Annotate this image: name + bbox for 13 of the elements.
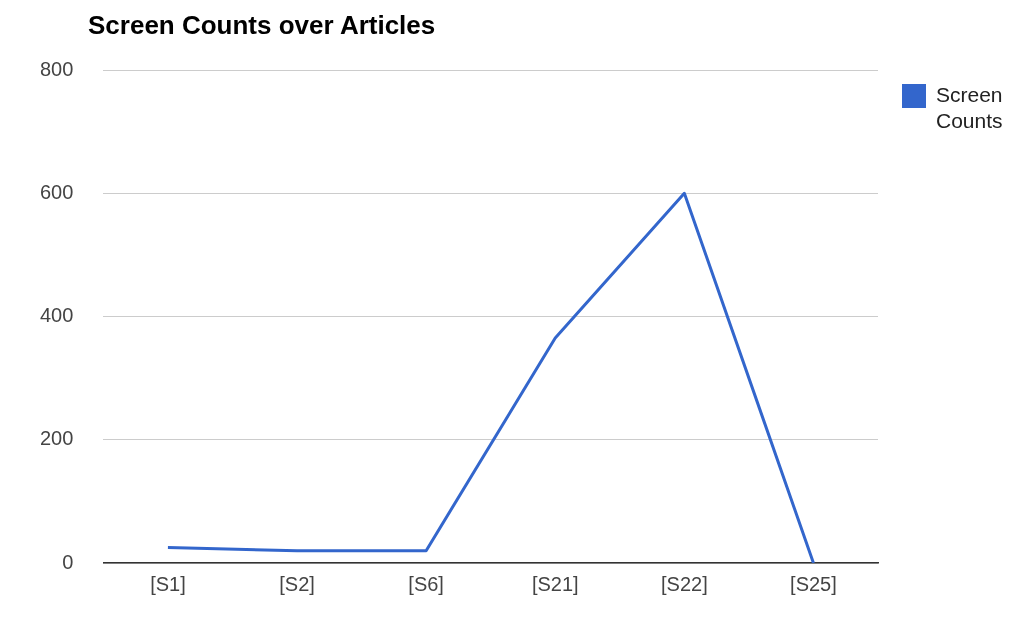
x-tick-label: [S22]: [660, 572, 708, 595]
x-tick-label: [S2]: [279, 572, 315, 595]
x-tick-label: [S25]: [790, 572, 837, 595]
chart-title: Screen Counts over Articles: [88, 10, 436, 41]
y-tick-label: 600: [39, 180, 74, 203]
x-tick-label: [S21]: [531, 572, 579, 595]
x-tick-label: [S6]: [408, 572, 444, 595]
y-tick-label: 0: [62, 550, 74, 573]
legend-label: Screen Counts: [936, 82, 1004, 135]
y-tick-label: 800: [39, 57, 74, 80]
y-tick-label: 200: [39, 427, 74, 450]
y-tick-label: 400: [39, 304, 74, 327]
x-tick-label: [S1]: [150, 572, 186, 595]
